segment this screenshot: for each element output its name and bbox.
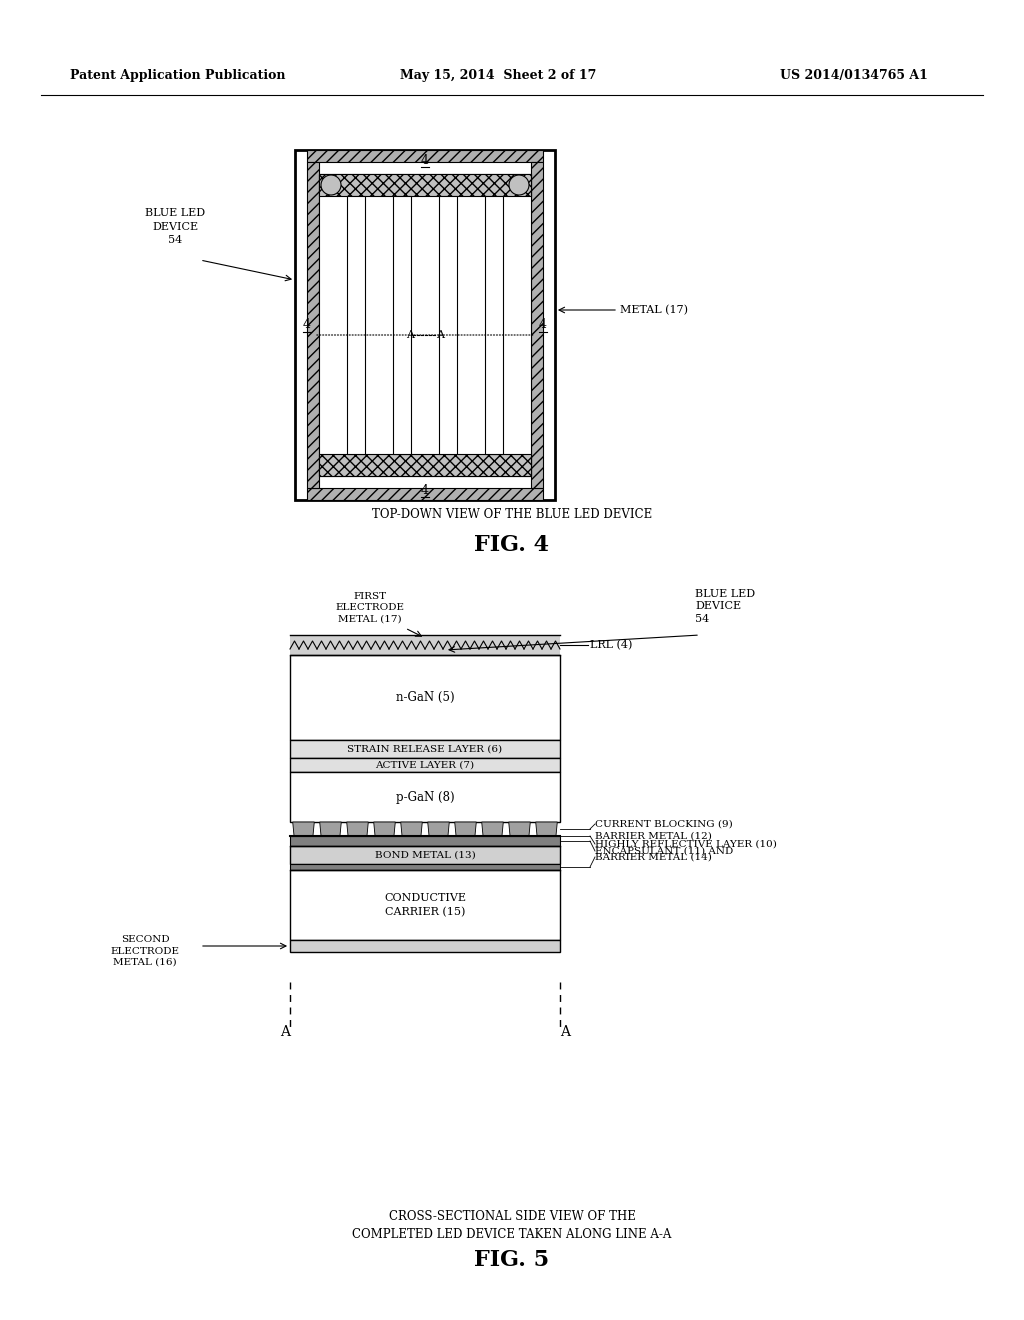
Text: May 15, 2014  Sheet 2 of 17: May 15, 2014 Sheet 2 of 17 bbox=[400, 69, 596, 82]
Polygon shape bbox=[293, 822, 314, 836]
Text: CROSS-SECTIONAL SIDE VIEW OF THE
COMPLETED LED DEVICE TAKEN ALONG LINE A-A: CROSS-SECTIONAL SIDE VIEW OF THE COMPLET… bbox=[352, 1209, 672, 1241]
Text: A: A bbox=[560, 1026, 570, 1039]
Text: BARRIER METAL (14): BARRIER METAL (14) bbox=[595, 853, 712, 862]
Text: HIGHLY REFLECTIVE LAYER (10): HIGHLY REFLECTIVE LAYER (10) bbox=[595, 840, 777, 849]
Text: ACTIVE LAYER (7): ACTIVE LAYER (7) bbox=[376, 760, 474, 770]
Polygon shape bbox=[319, 822, 341, 836]
Bar bbox=[439, 195, 457, 454]
Text: 4: 4 bbox=[303, 318, 311, 331]
Polygon shape bbox=[374, 822, 395, 836]
Text: A: A bbox=[436, 330, 444, 341]
Text: CURRENT BLOCKING (9): CURRENT BLOCKING (9) bbox=[595, 820, 733, 829]
Bar bbox=[290, 836, 560, 846]
Polygon shape bbox=[509, 822, 530, 836]
Bar bbox=[393, 195, 411, 454]
Bar bbox=[290, 758, 560, 772]
Text: CONDUCTIVE
CARRIER (15): CONDUCTIVE CARRIER (15) bbox=[384, 894, 466, 917]
Bar bbox=[307, 488, 543, 500]
Polygon shape bbox=[455, 822, 476, 836]
Text: 4: 4 bbox=[421, 483, 429, 496]
Text: BLUE LED
DEVICE: BLUE LED DEVICE bbox=[695, 589, 755, 611]
Bar bbox=[307, 150, 543, 162]
Bar bbox=[290, 655, 560, 741]
Bar bbox=[485, 195, 503, 454]
Text: 54: 54 bbox=[168, 235, 182, 246]
Circle shape bbox=[321, 176, 341, 195]
Text: FIRST
ELECTRODE
METAL (17): FIRST ELECTRODE METAL (17) bbox=[336, 593, 404, 623]
Text: ENCAPSULANT (11) AND: ENCAPSULANT (11) AND bbox=[595, 846, 733, 855]
Bar bbox=[319, 454, 531, 477]
Polygon shape bbox=[428, 822, 450, 836]
Text: A: A bbox=[406, 330, 414, 341]
Polygon shape bbox=[347, 822, 369, 836]
Bar bbox=[290, 865, 560, 870]
Text: 4: 4 bbox=[421, 153, 429, 166]
Bar bbox=[290, 940, 560, 952]
Text: METAL (17): METAL (17) bbox=[620, 305, 688, 315]
Text: BARRIER METAL (12): BARRIER METAL (12) bbox=[595, 832, 712, 841]
Bar bbox=[295, 150, 555, 500]
Bar bbox=[347, 195, 365, 454]
Text: BOND METAL (13): BOND METAL (13) bbox=[375, 850, 475, 859]
Bar bbox=[531, 162, 543, 488]
Text: LRL (4): LRL (4) bbox=[590, 640, 633, 651]
Bar bbox=[290, 772, 560, 822]
Bar bbox=[319, 174, 531, 477]
Text: n-GaN (5): n-GaN (5) bbox=[395, 690, 455, 704]
Circle shape bbox=[509, 176, 529, 195]
Text: 54: 54 bbox=[695, 614, 710, 624]
Bar bbox=[290, 870, 560, 940]
Text: US 2014/0134765 A1: US 2014/0134765 A1 bbox=[780, 69, 928, 82]
Text: TOP-DOWN VIEW OF THE BLUE LED DEVICE: TOP-DOWN VIEW OF THE BLUE LED DEVICE bbox=[372, 508, 652, 521]
Bar bbox=[307, 162, 319, 488]
Text: FIG. 5: FIG. 5 bbox=[474, 1249, 550, 1271]
Text: BLUE LED
DEVICE: BLUE LED DEVICE bbox=[145, 209, 205, 231]
Text: STRAIN RELEASE LAYER (6): STRAIN RELEASE LAYER (6) bbox=[347, 744, 503, 754]
Polygon shape bbox=[400, 822, 422, 836]
Bar bbox=[290, 635, 560, 655]
Text: 4: 4 bbox=[539, 318, 547, 331]
Polygon shape bbox=[481, 822, 504, 836]
Text: SECOND
ELECTRODE
METAL (16): SECOND ELECTRODE METAL (16) bbox=[111, 936, 179, 966]
Polygon shape bbox=[536, 822, 557, 836]
Text: p-GaN (8): p-GaN (8) bbox=[395, 791, 455, 804]
Bar bbox=[319, 174, 531, 195]
Text: A: A bbox=[280, 1026, 290, 1039]
Text: Patent Application Publication: Patent Application Publication bbox=[70, 69, 286, 82]
Bar bbox=[290, 741, 560, 758]
Text: FIG. 4: FIG. 4 bbox=[474, 535, 550, 556]
Bar bbox=[290, 846, 560, 865]
